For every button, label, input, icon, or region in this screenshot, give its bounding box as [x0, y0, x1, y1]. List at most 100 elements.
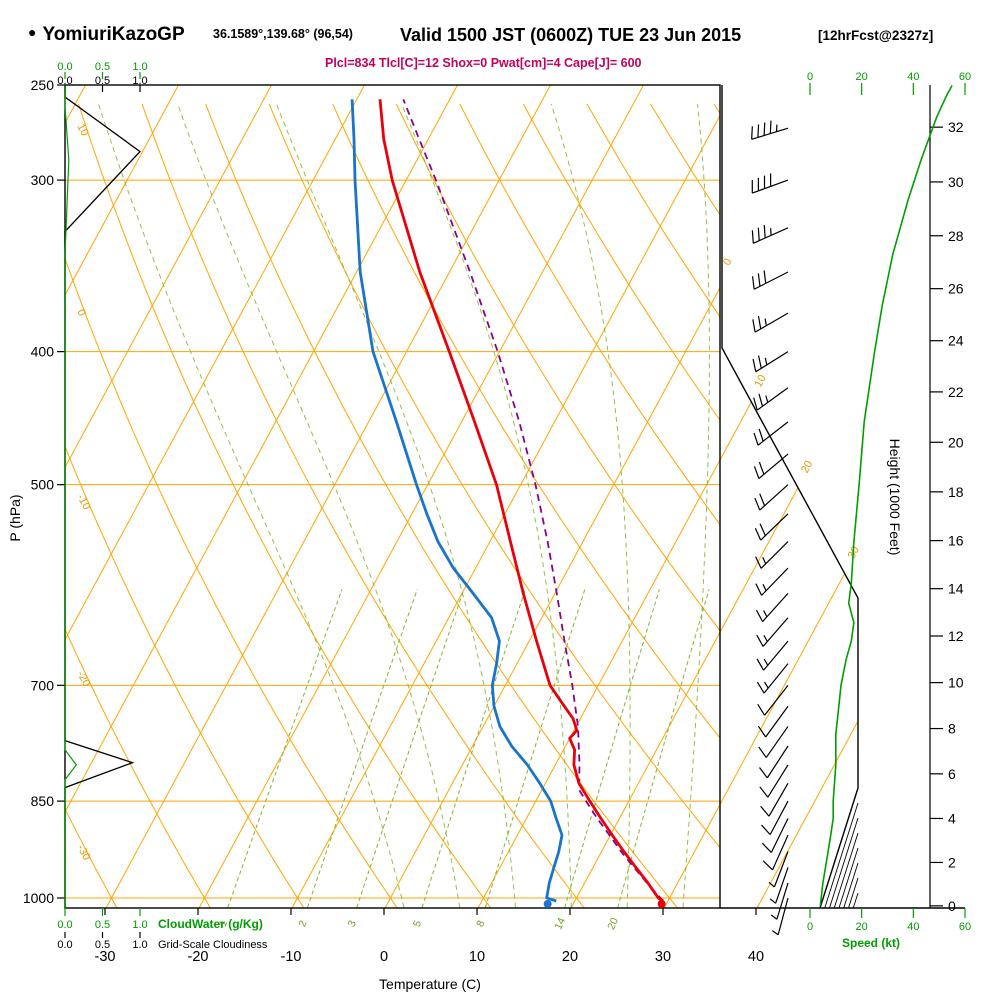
adiabat-label: -30: [74, 843, 92, 863]
height-tick-label: 0: [948, 898, 956, 914]
wind-barb: [757, 684, 789, 716]
moist-adiabat-lines: [98, 103, 710, 908]
wind-barb: [769, 867, 789, 904]
mixing-ratio-label: 3: [346, 919, 359, 929]
wind-barb: [753, 453, 789, 479]
wind-barb: [761, 800, 789, 836]
wind-barb: [754, 513, 789, 541]
mixing-ratio-label: 1: [217, 919, 230, 929]
wind-barb: [761, 818, 789, 853]
cloud-scales: 0.0 0.0 0.0 0.0 0.5 0.5 0.5 0.5 1.0 1.0 1.0 1.0: [57, 61, 147, 951]
pressure-tick-label: 250: [31, 77, 55, 93]
wind-barb: [757, 705, 789, 738]
surface-dewpoint-dot: [543, 899, 552, 908]
cloudwater-scale-tick-bottom: 0.0: [57, 919, 72, 931]
cloudiness-scale-tick-top: 1.0: [132, 75, 147, 87]
speed-scale-tick-bottom: 0: [807, 921, 813, 933]
wind-barbs: [751, 120, 789, 936]
wind-barb: [752, 351, 789, 373]
parcel-parameters-line: Plcl=834 Tlcl[C]=12 Shox=0 Pwat[cm]=4 Ca…: [325, 56, 642, 70]
wind-barb: [751, 173, 789, 194]
wind-barb: [755, 593, 789, 623]
height-tick-label: 20: [948, 434, 964, 450]
cloudwater-scale-tick-top: 1.0: [132, 61, 147, 73]
cloudwater-scale-tick-top: 0.5: [95, 61, 110, 73]
mixing-ratio-label: 14: [552, 916, 568, 932]
speed-axis-title: Speed (kt): [842, 936, 900, 950]
height-tick-label: 22: [948, 384, 964, 400]
mixing-ratio-label: 2: [296, 919, 309, 929]
station-title: ● YomiuriKazoGP: [28, 24, 185, 46]
cloudiness-scale-title: Grid-Scale Cloudiness: [158, 939, 268, 951]
cloudwater-scale-title: CloudWater (g/Kg): [158, 917, 263, 931]
cloudiness-scale-tick-top: 0.0: [57, 75, 72, 87]
adiabat-label: 10: [74, 122, 90, 138]
pressure-tick-label: 500: [31, 477, 55, 493]
isotherm-label: 10: [752, 373, 768, 389]
wind-barb: [771, 897, 789, 936]
wind-barb: [751, 270, 789, 290]
temperature-axis-title: Temperature (C): [379, 976, 481, 992]
wind-barb: [755, 567, 789, 596]
speed-scale-tick-top: 40: [907, 71, 919, 83]
valid-time: Valid 1500 JST (0600Z) TUE 23 Jun 2015: [400, 25, 742, 45]
height-tick-label: 8: [948, 721, 956, 737]
speed-scale: 0 0 20 20 40 40 60 60: [807, 71, 971, 933]
speed-scale-tick-bottom: 40: [907, 921, 919, 933]
temperature-curve: [378, 99, 664, 903]
temperature-tick-label: 10: [469, 949, 485, 965]
wind-barb: [753, 387, 789, 411]
height-axis-title: Height (1000 Feet): [887, 439, 903, 556]
wind-barb: [751, 224, 789, 244]
cloudwater-scale-tick-bottom: 1.0: [132, 919, 147, 931]
height-tick-label: 24: [948, 333, 964, 349]
mixing-ratio-label: 5: [411, 919, 424, 929]
station-coords: 36.1589°,139.68° (96,54): [213, 27, 353, 41]
wind-barb: [756, 640, 789, 671]
cloudiness-scale-tick-bottom: 1.0: [132, 939, 147, 951]
height-tick-label: 16: [948, 533, 964, 549]
cloudiness-scale-tick-bottom: 0.0: [57, 939, 72, 951]
wind-barb: [762, 834, 789, 871]
generated-chart-layers: 0246810121416182022242628303225030040050…: [23, 61, 971, 965]
surface-temperature-dot: [657, 899, 666, 908]
wind-barb: [770, 882, 789, 920]
station-bullet-icon: ●: [28, 24, 37, 40]
wind-barb: [756, 617, 789, 647]
height-tick-label: 32: [948, 119, 964, 135]
temperature-tick-label: -10: [281, 949, 302, 965]
adiabat-label: 0: [74, 307, 87, 318]
height-tick-label: 30: [948, 174, 964, 190]
wind-barb: [752, 312, 789, 333]
forecast-tag: [12hrFcst@2327z]: [818, 28, 934, 43]
temperature-tick-label: 0: [380, 949, 388, 965]
isotherm-label: 20: [799, 459, 815, 475]
pressure-tick-label: 700: [31, 677, 55, 693]
temperature-tick-label: 30: [655, 949, 671, 965]
temperature-tick-label: 20: [562, 949, 578, 965]
wind-barb: [759, 745, 789, 779]
height-tick-label: 10: [948, 675, 964, 691]
height-tick-label: 4: [948, 810, 956, 826]
cloudwater-scale-tick-bottom: 0.5: [95, 919, 110, 931]
wind-barb: [751, 120, 789, 140]
speed-scale-tick-bottom: 20: [856, 921, 868, 933]
speed-scale-tick-top: 60: [959, 71, 971, 83]
height-tick-label: 2: [948, 854, 956, 870]
wind-barb: [759, 764, 789, 798]
speed-scale-tick-bottom: 60: [959, 921, 971, 933]
pressure-axis-title: P (hPa): [7, 494, 23, 541]
wind-barb: [760, 782, 789, 817]
cloudwater-profile: [64, 85, 78, 909]
adiabat-labels: 100-10-20-30: [74, 122, 92, 863]
pressure-axis: 250 300 400 500 700 850 1000: [23, 77, 65, 906]
height-tick-label: 18: [948, 484, 964, 500]
temperature-tick-label: 40: [748, 949, 764, 965]
pressure-tick-label: 1000: [23, 890, 54, 906]
wind-barb: [753, 421, 789, 446]
cloudiness-scale-tick-top: 0.5: [95, 75, 110, 87]
